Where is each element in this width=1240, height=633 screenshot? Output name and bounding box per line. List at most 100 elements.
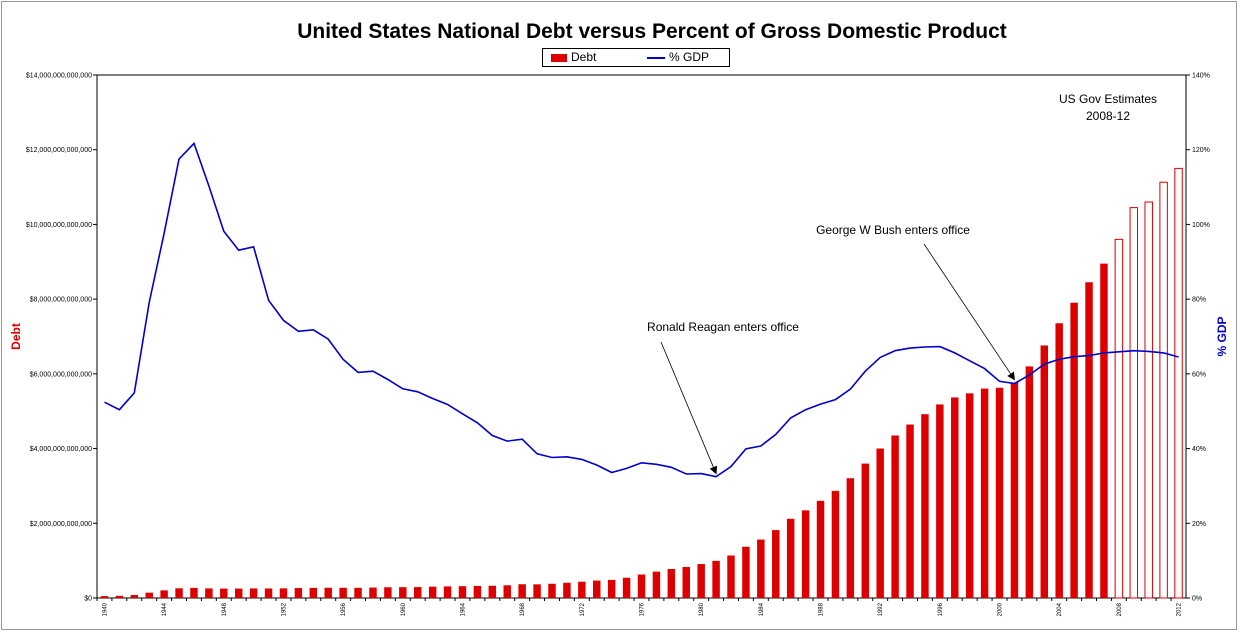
debt-bar-1949 [234,588,243,598]
debt-bar-1989 [831,490,840,598]
debt-bar-2006 [1085,282,1093,598]
chart-title: United States National Debt versus Perce… [297,20,1007,43]
debt-bar-2007 [1100,263,1108,598]
debt-bar-1947 [205,588,213,598]
debt-bar-1943 [145,592,153,598]
debt-bar-2001 [1010,382,1019,598]
debt-bar-2002 [1025,366,1034,598]
x-tick-label: 1992 [878,602,884,616]
debt-bar-1987 [801,510,810,598]
y2-tick-label: 0% [1192,596,1202,603]
debt-bar-1992 [876,448,884,598]
debt-bar-2005 [1070,302,1078,598]
debt-bar-2011 [1159,181,1168,599]
debt-bar-1952 [279,588,288,598]
legend-swatch-gdp [647,56,665,59]
y2-tick-label: 100% [1192,222,1210,229]
x-tick-label: 1984 [759,602,765,616]
debt-bar-1975 [622,577,631,598]
debt-bar-1998 [965,393,974,598]
debt-bar-1940 [100,596,109,598]
x-tick-label: 1956 [341,602,347,616]
debt-bar-1995 [921,414,929,598]
debt-bar-1978 [667,568,676,598]
debt-bar-1946 [190,587,198,598]
y-tick-label: $6,000,000,000,000 [30,371,92,378]
legend-swatch-debt [551,53,567,62]
gdp-line-path [104,141,1179,478]
debt-bar-1974 [607,579,616,598]
x-tick-label: 2008 [1117,602,1123,616]
y2-tick-label: 40% [1192,446,1206,453]
x-tick-label: 1940 [102,602,108,616]
y-tick-label: $2,000,000,000,000 [30,521,92,528]
debt-bar-1958 [369,587,377,598]
debt-bar-1970 [548,583,556,598]
debt-bar-1994 [906,424,914,598]
y2-axis-label: % GDP [1215,316,1229,356]
debt-bar-1957 [354,587,362,598]
debt-bar-1983 [742,546,750,598]
legend-label-debt: Debt [571,50,597,64]
debt-bar-1951 [264,588,273,598]
x-tick-label: 1972 [580,602,586,616]
debt-bar-1962 [428,586,437,598]
debt-bar-1956 [339,587,347,598]
y-tick-label: $14,000,000,000,000 [26,73,92,80]
debt-bar-1999 [980,388,989,598]
debt-bar-1941 [115,595,124,598]
debt-bar-1990 [846,478,855,598]
debt-bar-1996 [936,404,944,598]
y2-tick-label: 20% [1192,521,1206,528]
y-tick-label: $10,000,000,000,000 [26,222,92,229]
debt-bar-1969 [533,584,541,598]
debt-bar-1954 [309,587,318,598]
x-tick-label: 1944 [162,602,168,616]
debt-bar-2009 [1129,207,1139,599]
debt-bar-1961 [414,587,422,598]
y-tick-label: $4,000,000,000,000 [30,446,92,453]
debt-bar-1980 [697,564,705,598]
debt-bar-1991 [861,463,869,598]
debt-bar-1986 [786,518,795,598]
y-tick-label: $0 [84,596,92,603]
debt-bar-1950 [249,588,258,598]
debt-bar-1984 [757,539,765,598]
debt-bar-1959 [384,587,392,598]
annotation-label: George W Bush enters office [816,223,970,237]
debt-bar-1955 [324,587,332,598]
x-tick-label: 2004 [1057,602,1063,616]
x-tick-label: 1968 [520,602,526,616]
gdp-line [104,141,1179,478]
x-tick-label: 1960 [401,602,407,616]
debt-bar-1960 [399,587,407,598]
debt-bars [100,167,1183,599]
debt-bar-1965 [473,585,482,598]
debt-bar-1997 [951,397,959,598]
debt-bar-1971 [563,582,571,598]
debt-bar-1967 [503,585,511,598]
legend: Debt % GDP [542,48,730,67]
debt-bar-2003 [1040,345,1049,598]
debt-bar-2004 [1055,323,1063,598]
annotation-label: Ronald Reagan enters office [647,320,799,334]
y-axis-label: Debt [9,323,23,350]
annotations: Ronald Reagan enters office George W Bush… [647,92,1157,475]
debt-bar-2008 [1114,238,1124,599]
debt-bar-1988 [816,500,825,598]
debt-bar-1993 [891,435,899,598]
debt-bar-1982 [727,555,735,598]
debt-bar-2000 [995,387,1004,598]
debt-bar-1948 [220,588,228,598]
y-tick-label: $12,000,000,000,000 [26,147,92,154]
debt-bar-1985 [772,530,780,598]
debt-bar-1944 [160,590,168,598]
y2-tick-label: 120% [1192,147,1210,154]
estimates-note: US Gov Estimates [1059,92,1157,106]
x-tick-label: 1980 [699,602,705,616]
x-tick-label: 1964 [460,602,466,616]
debt-bar-1976 [637,574,646,598]
debt-bar-1977 [652,571,661,598]
